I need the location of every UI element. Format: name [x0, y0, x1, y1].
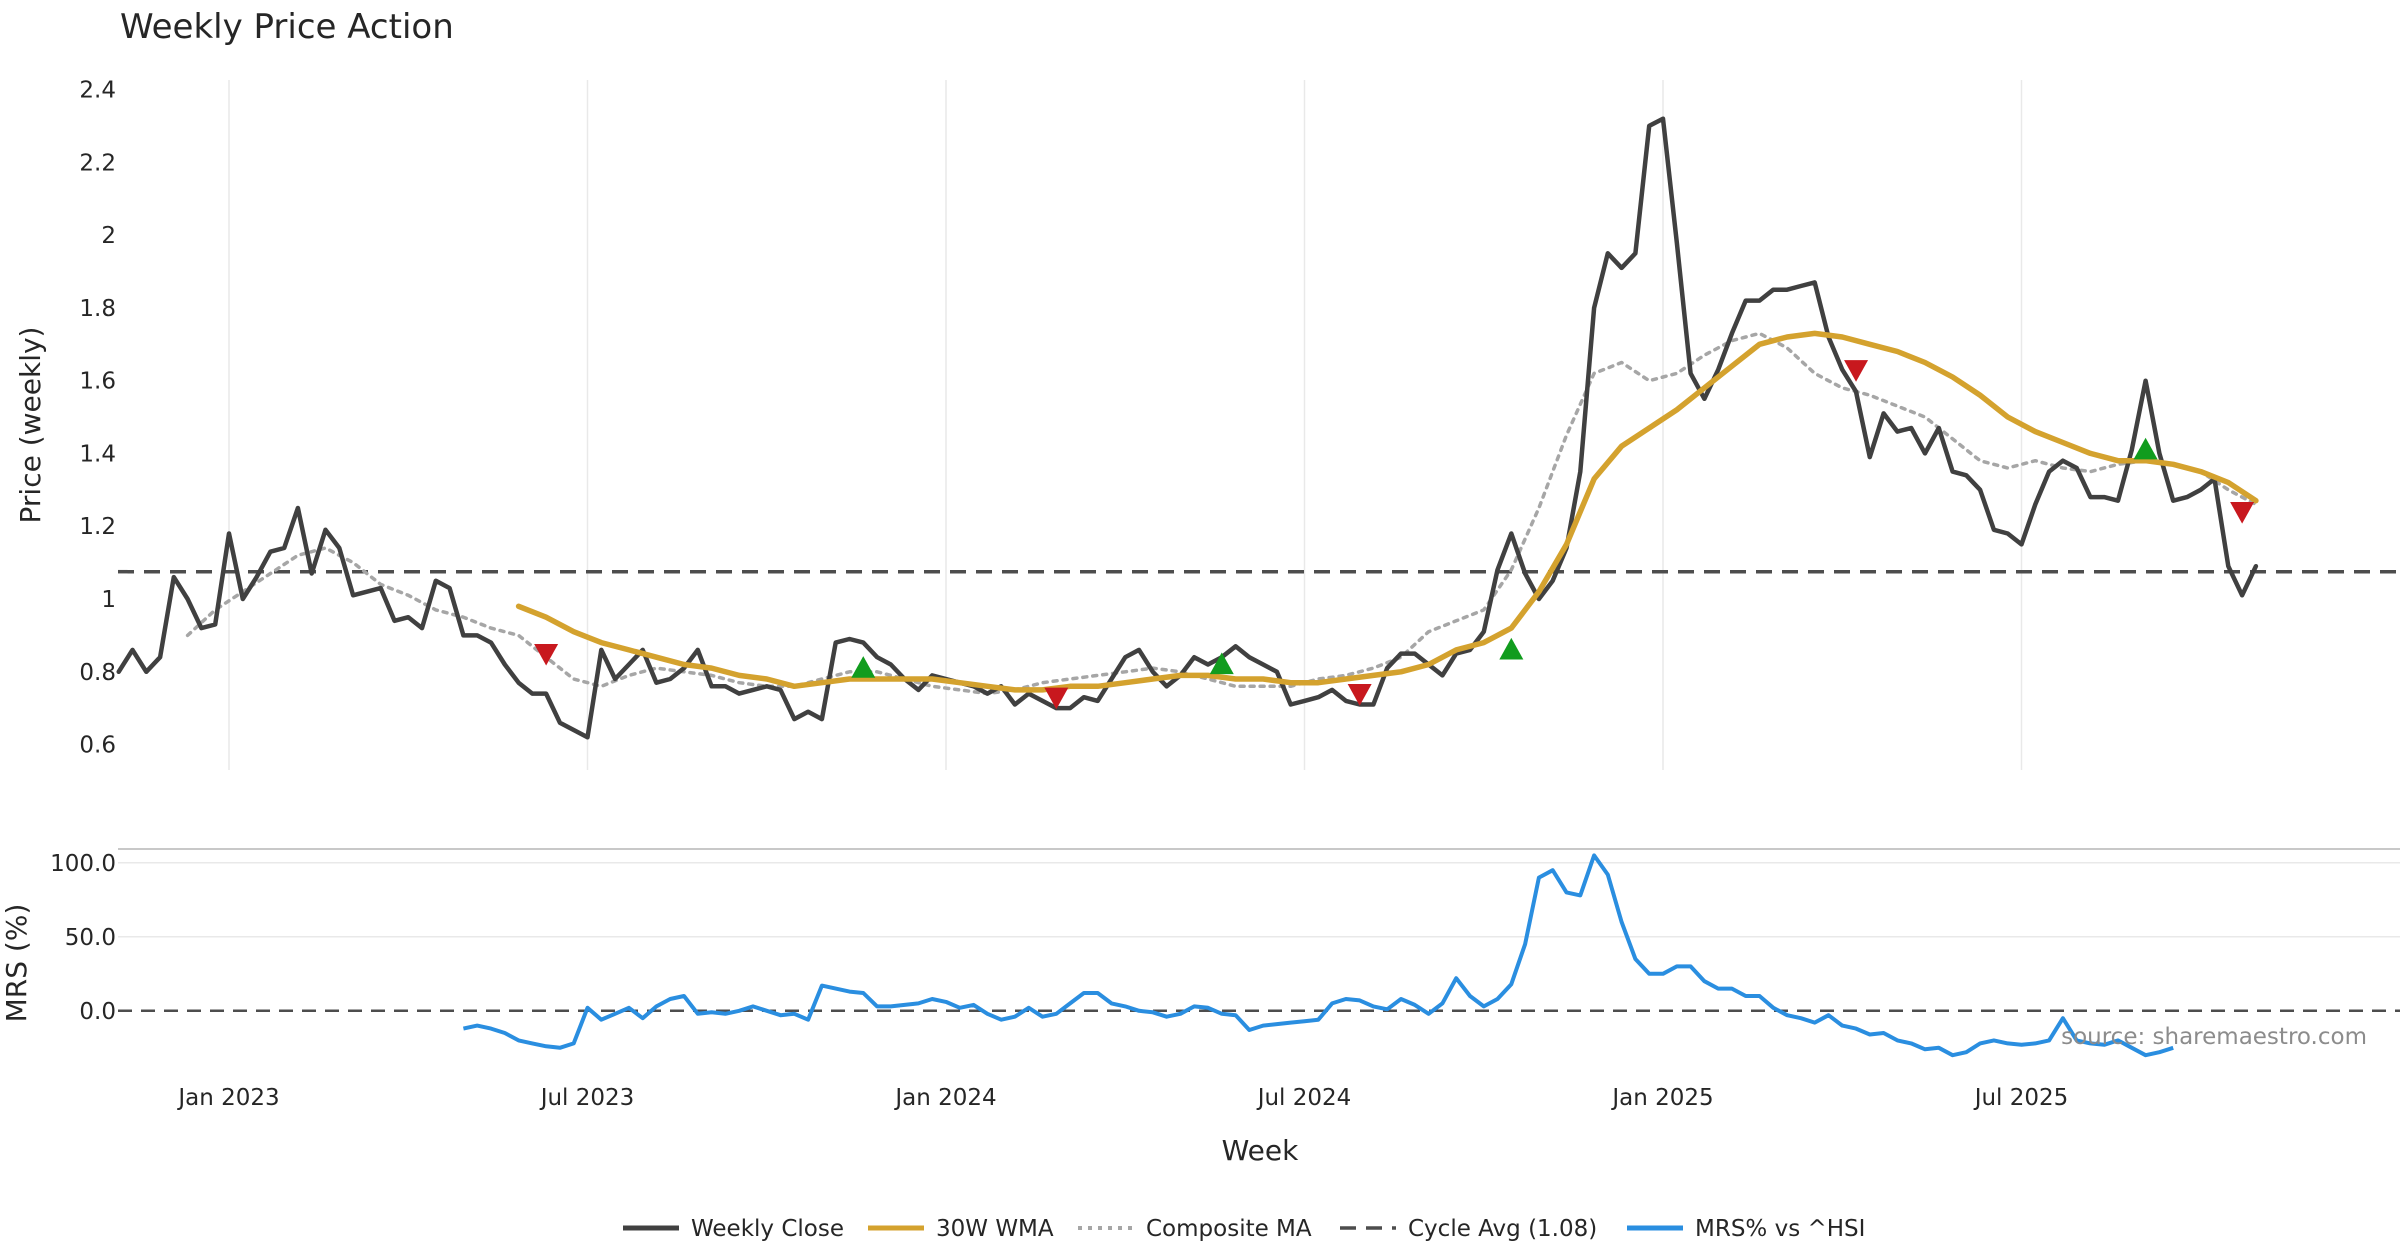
legend-label: Cycle Avg (1.08): [1408, 1216, 1597, 1242]
series-line-wma: [515, 330, 2259, 693]
legend-label: Composite MA: [1146, 1216, 1312, 1242]
sell-signal-marker: [1044, 687, 1069, 710]
price-y-tick-label: 1: [101, 587, 116, 613]
price-y-tick-label: 0.6: [79, 733, 116, 759]
sell-signal-marker: [534, 643, 559, 666]
chart-title: Weekly Price Action: [120, 7, 454, 47]
legend-item-composite: Composite MA: [1078, 1216, 1312, 1242]
mrs-y-axis-label: MRS (%): [0, 904, 33, 1023]
price-y-tick-label: 0.8: [79, 660, 116, 686]
source-credit: source: sharemaestro.com: [2061, 1024, 2367, 1050]
legend-item-weekly-close: Weekly Close: [623, 1216, 844, 1242]
sell-signal-marker: [1844, 360, 1869, 382]
legend-label: MRS% vs ^HSI: [1695, 1216, 1865, 1242]
series-line-weekly-close: [116, 116, 2259, 740]
legend-item-wma: 30W WMA: [868, 1216, 1054, 1242]
x-tick-label: Jan 2025: [1610, 1085, 1713, 1111]
legend-label: Weekly Close: [691, 1216, 844, 1242]
sell-signal-marker: [1347, 683, 1372, 706]
grid-layer: [118, 80, 2400, 938]
mrs-y-tick-label: 100.0: [50, 851, 116, 877]
x-tick-label: Jan 2024: [893, 1085, 996, 1111]
buy-signal-marker: [1209, 652, 1234, 675]
price-y-tick-label: 1.4: [79, 441, 116, 467]
buy-signal-marker: [851, 656, 876, 678]
price-panel: [116, 116, 2400, 740]
price-y-tick-label: 1.6: [79, 369, 116, 395]
legend-label: 30W WMA: [936, 1216, 1054, 1242]
price-y-tick-label: 2.4: [79, 78, 116, 104]
series-line-composite: [185, 331, 2258, 696]
price-y-tick-label: 2: [101, 223, 116, 249]
series-line-mrs: [462, 853, 2174, 1058]
sell-signal-marker: [2230, 502, 2255, 524]
buy-signal-marker: [1499, 637, 1524, 660]
axis-layer: Jan 2023 Jul 2023 Jan 2024 Jul 2024 Jan 2025…: [50, 78, 2068, 1111]
mrs-y-tick-label: 0.0: [79, 999, 116, 1025]
legend: Weekly Close 30W WMA Composite MA Cycle Avg…: [623, 1216, 1865, 1242]
price-y-axis-label: Price (weekly): [14, 327, 47, 524]
x-tick-label: Jul 2023: [539, 1085, 635, 1111]
legend-item-mrs: MRS% vs ^HSI: [1627, 1216, 1865, 1242]
x-tick-label: Jan 2023: [176, 1085, 279, 1111]
x-tick-label: Jul 2024: [1256, 1085, 1352, 1111]
price-y-tick-label: 2.2: [79, 150, 116, 176]
mrs-y-tick-label: 50.0: [65, 925, 116, 951]
x-axis-label: Week: [1222, 1134, 1299, 1167]
price-y-tick-label: 1.2: [79, 514, 116, 540]
buy-signal-marker: [2133, 437, 2158, 460]
legend-item-cycle: Cycle Avg (1.08): [1340, 1216, 1597, 1242]
price-y-tick-label: 1.8: [79, 296, 116, 322]
mrs-panel: [118, 853, 2400, 1058]
x-tick-label: Jul 2025: [1973, 1085, 2069, 1111]
